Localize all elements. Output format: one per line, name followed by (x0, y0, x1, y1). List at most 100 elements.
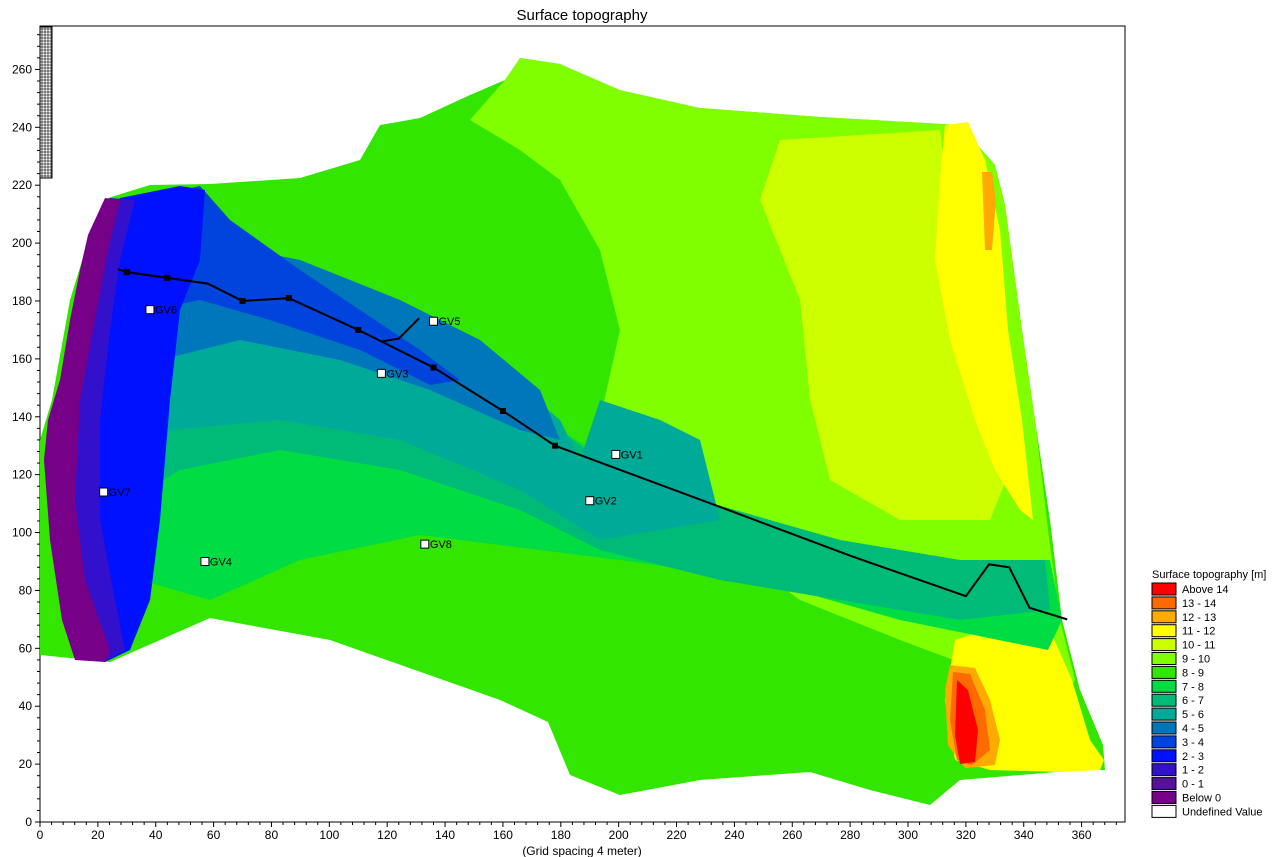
point-marker-gv7 (99, 487, 109, 497)
transect-marker (123, 269, 130, 276)
point-label-gv5: GV5 (438, 316, 460, 328)
x-tick-label: 320 (956, 828, 976, 842)
x-tick-label: 180 (551, 828, 571, 842)
x-tick-label: 360 (1072, 828, 1092, 842)
y-tick-label: 220 (12, 178, 32, 192)
x-tick-label: 20 (91, 828, 105, 842)
point-marker-gv1 (611, 449, 621, 459)
legend-swatch (1151, 679, 1177, 693)
point-marker-gv4 (200, 556, 210, 566)
point-label-gv4: GV4 (210, 556, 232, 568)
y-tick-label: 140 (12, 410, 32, 424)
y-tick-label: 20 (19, 757, 33, 771)
legend-swatch (1151, 652, 1177, 665)
legend-label: Below 0 (1182, 793, 1221, 805)
legend-label: 8 - 9 (1182, 667, 1204, 679)
y-axis: 0 20 40 60 80 100 120 140 160 180 200 220 240 260 (12, 34, 40, 829)
legend-swatch (1151, 596, 1177, 610)
legend-swatch (1151, 624, 1177, 638)
transect-marker (552, 442, 559, 449)
y-tick-label: 0 (25, 815, 32, 829)
legend-label: Undefined Value (1182, 806, 1263, 818)
x-axis: 0 20 40 60 80 100 120 140 160 180 200 220 240 260 280 3… (37, 822, 1117, 842)
legend-swatch (1151, 749, 1177, 763)
transect-markers (123, 269, 559, 449)
legend-swatch (1151, 582, 1177, 596)
legend: Surface topography [m] Above 14 13 - 14 12… (1151, 569, 1266, 818)
x-tick-label: 340 (1014, 828, 1034, 842)
point-marker-gv5 (428, 316, 438, 326)
legend-label: 4 - 5 (1182, 723, 1204, 735)
transect-marker (239, 297, 246, 304)
terrain-ridge-east (935, 122, 1033, 520)
legend-label: 12 - 13 (1182, 612, 1216, 624)
transect-marker (499, 407, 506, 414)
point-label-gv8: GV8 (430, 539, 452, 551)
legend-label: 2 - 3 (1182, 751, 1204, 763)
y-tick-label: 100 (12, 526, 32, 540)
legend-swatch (1151, 610, 1177, 624)
y-tick-label: 200 (12, 236, 32, 250)
point-label-gv7: GV7 (109, 487, 131, 499)
terrain-shore-purple (44, 198, 120, 662)
legend-label: 3 - 4 (1182, 737, 1204, 749)
x-tick-label: 80 (265, 828, 279, 842)
point-label-gv6: GV6 (155, 305, 177, 317)
point-marker-gv6 (145, 305, 155, 315)
y-tick-label: 260 (12, 62, 32, 76)
x-tick-label: 240 (724, 828, 744, 842)
y-tick-label: 120 (12, 468, 32, 482)
point-marker-gv8 (420, 539, 430, 549)
legend-label: Above 14 (1182, 584, 1228, 596)
x-tick-label: 220 (667, 828, 687, 842)
legend-label: 5 - 6 (1182, 709, 1204, 721)
x-tick-label: 100 (319, 828, 339, 842)
chart-title: Surface topography (517, 7, 648, 24)
x-tick-label: 200 (609, 828, 629, 842)
legend-label: 9 - 10 (1182, 654, 1210, 666)
x-tick-label: 120 (377, 828, 397, 842)
transect-line (117, 268, 1068, 621)
x-tick-label: 0 (37, 828, 44, 842)
legend-label: 10 - 11 (1182, 640, 1215, 652)
y-tick-label: 60 (19, 641, 33, 655)
legend-swatch (1151, 638, 1177, 652)
transect-marker (164, 274, 171, 281)
point-label-gv1: GV1 (621, 449, 643, 461)
legend-label: 13 - 14 (1182, 598, 1216, 610)
y-tick-label: 160 (12, 352, 32, 366)
legend-swatch (1151, 763, 1177, 777)
x-axis-label: (Grid spacing 4 meter) (522, 844, 641, 857)
hatched-grid-strip (39, 26, 53, 179)
legend-label: 7 - 8 (1182, 681, 1204, 693)
transect-marker (430, 364, 437, 371)
observation-points: GV1 GV2 GV3 GV4 GV5 GV6 GV7 GV8 (99, 305, 643, 568)
point-label-gv3: GV3 (386, 368, 408, 380)
legend-swatch (1151, 804, 1177, 818)
y-tick-label: 80 (19, 583, 33, 597)
point-marker-gv3 (376, 368, 386, 378)
point-label-gv2: GV2 (595, 496, 617, 508)
legend-label: 0 - 1 (1182, 779, 1204, 791)
terrain-ridge-orange (982, 172, 996, 250)
legend-swatch (1151, 721, 1177, 735)
x-tick-label: 280 (840, 828, 860, 842)
legend-swatch (1151, 777, 1177, 791)
terrain-mound-red (955, 680, 978, 764)
point-marker-gv2 (585, 496, 595, 506)
y-tick-label: 40 (19, 699, 33, 713)
x-tick-label: 300 (898, 828, 918, 842)
x-tick-label: 260 (782, 828, 802, 842)
legend-swatch (1151, 693, 1177, 707)
y-tick-label: 180 (12, 294, 32, 308)
legend-swatch (1151, 735, 1177, 749)
x-tick-label: 60 (207, 828, 221, 842)
x-tick-label: 40 (149, 828, 163, 842)
legend-label: 1 - 2 (1182, 765, 1204, 777)
legend-label: 6 - 7 (1182, 695, 1204, 707)
x-tick-label: 140 (435, 828, 455, 842)
legend-title: Surface topography [m] (1152, 569, 1266, 581)
x-tick-label: 160 (493, 828, 513, 842)
legend-swatch (1151, 665, 1177, 679)
